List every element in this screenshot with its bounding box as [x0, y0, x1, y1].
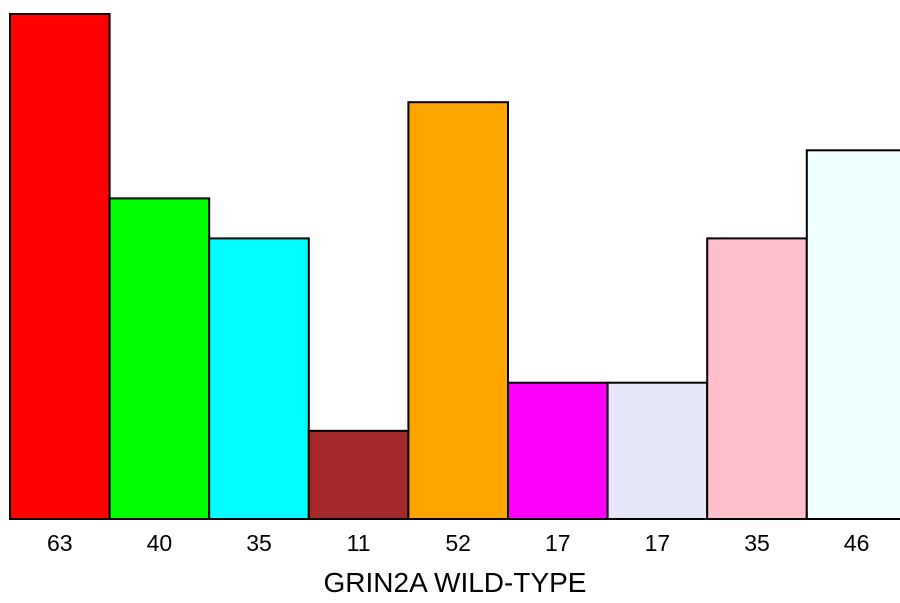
bar-5 [407, 101, 509, 520]
bar-2 [108, 197, 211, 520]
x-axis-title: GRIN2A WILD-TYPE [324, 567, 587, 598]
bar-1 [9, 13, 111, 520]
bar-4 [307, 429, 410, 520]
bar-7 [606, 381, 709, 521]
tick-label-6: 17 [545, 530, 571, 556]
tick-label-1: 63 [47, 530, 73, 556]
tick-label-3: 35 [246, 530, 272, 556]
bars-group [9, 13, 900, 521]
tick-label-2: 40 [147, 530, 173, 556]
tick-label-8: 35 [744, 530, 770, 556]
bar-6 [507, 381, 609, 521]
tick-label-9: 46 [844, 530, 870, 556]
tick-labels-group: 63 40 35 11 52 17 17 35 46 [47, 530, 869, 556]
bar-9 [805, 149, 900, 521]
bar-8 [706, 237, 808, 520]
tick-label-5: 52 [445, 530, 471, 556]
tick-label-4: 11 [347, 530, 371, 556]
tick-label-7: 17 [645, 530, 671, 556]
bar-3 [208, 237, 310, 520]
